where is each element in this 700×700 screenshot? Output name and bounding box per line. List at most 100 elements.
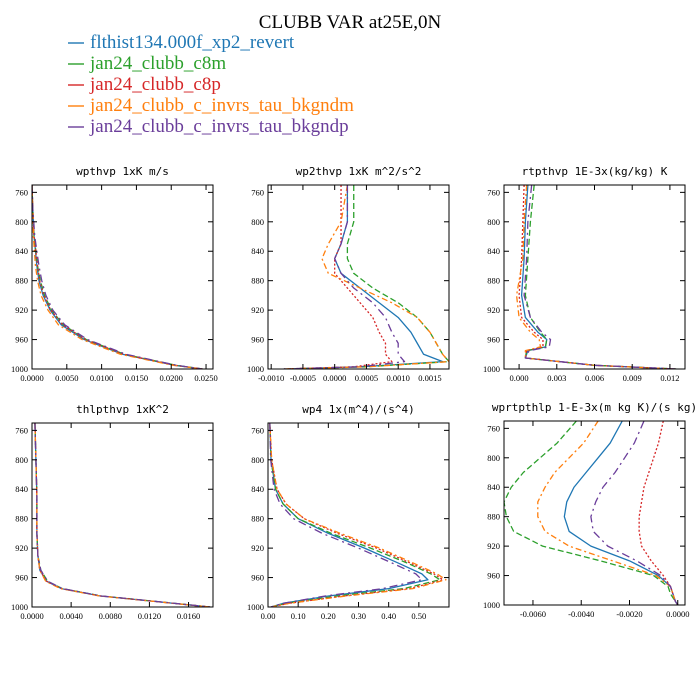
panel-1-ytick-label: 800 — [15, 217, 28, 227]
panel-3-xtick-label: 0.012 — [660, 373, 679, 383]
panel-6-series-4 — [537, 421, 679, 605]
panel-5-ytick-label: 760 — [251, 425, 264, 435]
panel-3-ytick-label: 800 — [487, 217, 500, 227]
panel-4-series-2 — [34, 423, 211, 607]
panel-4-series-5 — [34, 423, 211, 607]
panel-2-frame — [267, 184, 450, 370]
panel-6: wprtpthlp 1-E-3x(m kg K)/(s kg) -0.0060 -0… — [483, 401, 697, 619]
panel-6-series-1 — [563, 421, 679, 605]
panel-1-series-5 — [32, 185, 203, 369]
panel-5-xtick-label: 0.10 — [291, 611, 306, 621]
panel-5: wp4 1x(m^4)/(s^4) 0.00 0.10 0.20 0.30 0.40 0.5… — [247, 403, 450, 621]
panel-1-xtick-label: 0.0050 — [55, 373, 78, 383]
panel-2-series-2 — [283, 185, 449, 369]
panel-5-xtick-label: 0.40 — [381, 611, 396, 621]
panel-1-xtick-label: 0.0100 — [90, 373, 113, 383]
panel-3-series-3 — [518, 185, 677, 369]
panel-5-xtick-label: 0.00 — [261, 611, 276, 621]
panel-6-frame — [503, 420, 686, 606]
panel-6-xtick-label: 0.0000 — [666, 609, 689, 619]
panel-2-ytick-label: 880 — [251, 276, 264, 286]
panel-1-xtick-label: 0.0200 — [160, 373, 183, 383]
panel-2-series-1 — [283, 185, 444, 369]
panel-2-xtick-label: 0.0005 — [355, 373, 378, 383]
legend-entry-1: flthist134.000f_xp2_revert — [90, 32, 295, 53]
panel-6-xtick-label: -0.0020 — [616, 609, 642, 619]
panel-5-series-4 — [269, 423, 447, 607]
panel-5-series-1 — [269, 423, 429, 607]
panel-1-ytick-label: 920 — [15, 305, 28, 315]
panel-3: rtpthvp 1E-3x(kg/kg) K 0.000 0.003 0.006 0.0… — [483, 165, 686, 383]
panel-5-xtick-label: 0.30 — [351, 611, 366, 621]
panel-2-series-5 — [283, 185, 406, 369]
panel-2-xtick-label: 0.0010 — [387, 373, 410, 383]
panel-6-ytick-label: 800 — [487, 453, 500, 463]
legend-entry-3: jan24_clubb_c8p — [89, 74, 221, 95]
panel-3-ytick-label: 1000 — [483, 364, 500, 374]
panel-4-frame — [31, 422, 214, 608]
panel-3-series-2 — [524, 185, 677, 369]
panel-6-ytick-label: 880 — [487, 512, 500, 522]
panel-6-xtick-label: -0.0060 — [520, 609, 546, 619]
panel-5-title: wp4 1x(m^4)/(s^4) — [302, 403, 415, 416]
panel-2-xtick-label: 0.0015 — [418, 373, 441, 383]
panel-2-xtick-label: -0.0010 — [258, 373, 284, 383]
panel-5-ytick-label: 920 — [251, 543, 264, 553]
panel-2-ytick-label: 920 — [251, 305, 264, 315]
panel-4-xtick-label: 0.0160 — [177, 611, 200, 621]
panel-2-series-4 — [283, 185, 449, 369]
panel-1-ytick-label: 760 — [15, 187, 28, 197]
panel-3-xtick-label: 0.000 — [510, 373, 529, 383]
panel-3-xtick-label: 0.003 — [547, 373, 566, 383]
figure-title: CLUBB VAR at25E,0N — [259, 12, 442, 33]
panel-6-ytick-label: 760 — [487, 423, 500, 433]
panel-1-xtick-label: 0.0250 — [194, 373, 217, 383]
panel-4-xtick-label: 0.0000 — [20, 611, 43, 621]
legend: flthist134.000f_xp2_revertjan24_clubb_c8… — [68, 32, 354, 137]
panel-6-ytick-label: 1000 — [483, 600, 500, 610]
panel-2-ytick-label: 840 — [251, 246, 264, 256]
panel-5-series-3 — [269, 423, 444, 607]
panel-1-xtick-label: 0.0000 — [20, 373, 43, 383]
panel-3-xtick-label: 0.009 — [623, 373, 642, 383]
panel-2-xtick-label: -0.0005 — [290, 373, 316, 383]
panel-5-xtick-label: 0.50 — [411, 611, 426, 621]
panel-1: wpthvp 1xK m/s 0.0000 0.0050 0.0100 0.0150 0.… — [11, 165, 218, 383]
panel-1-ytick-label: 880 — [15, 276, 28, 286]
panel-1-frame — [31, 184, 214, 370]
panel-3-xtick-label: 0.006 — [585, 373, 604, 383]
panel-4-xtick-label: 0.0080 — [99, 611, 122, 621]
panel-5-series-2 — [269, 423, 441, 607]
panel-1-series-3 — [32, 185, 203, 369]
panel-3-series-5 — [523, 185, 677, 369]
panel-6-ytick-label: 960 — [487, 571, 500, 581]
panel-1-title: wpthvp 1xK m/s — [76, 165, 169, 178]
panel-1-xtick-label: 0.0150 — [125, 373, 148, 383]
panel-4-ytick-label: 920 — [15, 543, 28, 553]
panel-3-ytick-label: 960 — [487, 335, 500, 345]
panel-5-ytick-label: 880 — [251, 514, 264, 524]
panels: wpthvp 1xK m/s 0.0000 0.0050 0.0100 0.0150 0.… — [11, 165, 697, 621]
panel-6-ytick-label: 920 — [487, 541, 500, 551]
panel-4-xtick-label: 0.0120 — [138, 611, 161, 621]
panel-4: thlpthvp 1xK^2 0.0000 0.0040 0.0080 0.0120 0.… — [11, 403, 214, 621]
panel-6-series-3 — [638, 421, 679, 605]
panel-2: wp2thvp 1xK m^2/s^2 -0.0010 -0.0005 0.0000 0… — [247, 165, 450, 383]
panel-1-ytick-label: 840 — [15, 246, 28, 256]
panel-4-ytick-label: 800 — [15, 455, 28, 465]
legend-entry-2: jan24_clubb_c8m — [89, 53, 226, 74]
panel-5-ytick-label: 800 — [251, 455, 264, 465]
legend-entry-5: jan24_clubb_c_invrs_tau_bkgndp — [89, 116, 349, 137]
panel-3-series-1 — [520, 185, 677, 369]
panel-5-ytick-label: 1000 — [247, 602, 264, 612]
panel-4-series-1 — [34, 423, 211, 607]
panel-5-ytick-label: 960 — [251, 573, 264, 583]
panel-6-series-5 — [590, 421, 679, 605]
panel-1-series-4 — [32, 185, 203, 369]
panel-2-title: wp2thvp 1xK m^2/s^2 — [296, 165, 422, 178]
panel-5-xtick-label: 0.20 — [321, 611, 336, 621]
panel-2-ytick-label: 1000 — [247, 364, 264, 374]
panel-4-ytick-label: 960 — [15, 573, 28, 583]
panel-4-ytick-label: 880 — [15, 514, 28, 524]
